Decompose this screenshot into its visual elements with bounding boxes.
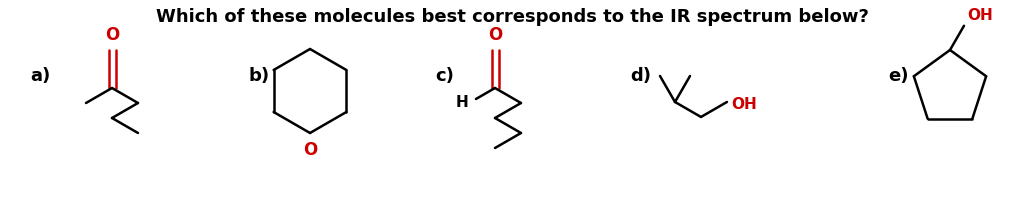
Text: d): d) <box>630 67 651 85</box>
Text: O: O <box>104 26 119 44</box>
Text: b): b) <box>248 67 269 85</box>
Text: O: O <box>487 26 502 44</box>
Text: H: H <box>456 95 468 110</box>
Text: e): e) <box>888 67 908 85</box>
Text: Which of these molecules best corresponds to the IR spectrum below?: Which of these molecules best correspond… <box>156 8 868 26</box>
Text: c): c) <box>435 67 454 85</box>
Text: OH: OH <box>731 97 757 112</box>
Text: OH: OH <box>967 8 992 23</box>
Text: a): a) <box>30 67 50 85</box>
Text: O: O <box>303 141 317 159</box>
